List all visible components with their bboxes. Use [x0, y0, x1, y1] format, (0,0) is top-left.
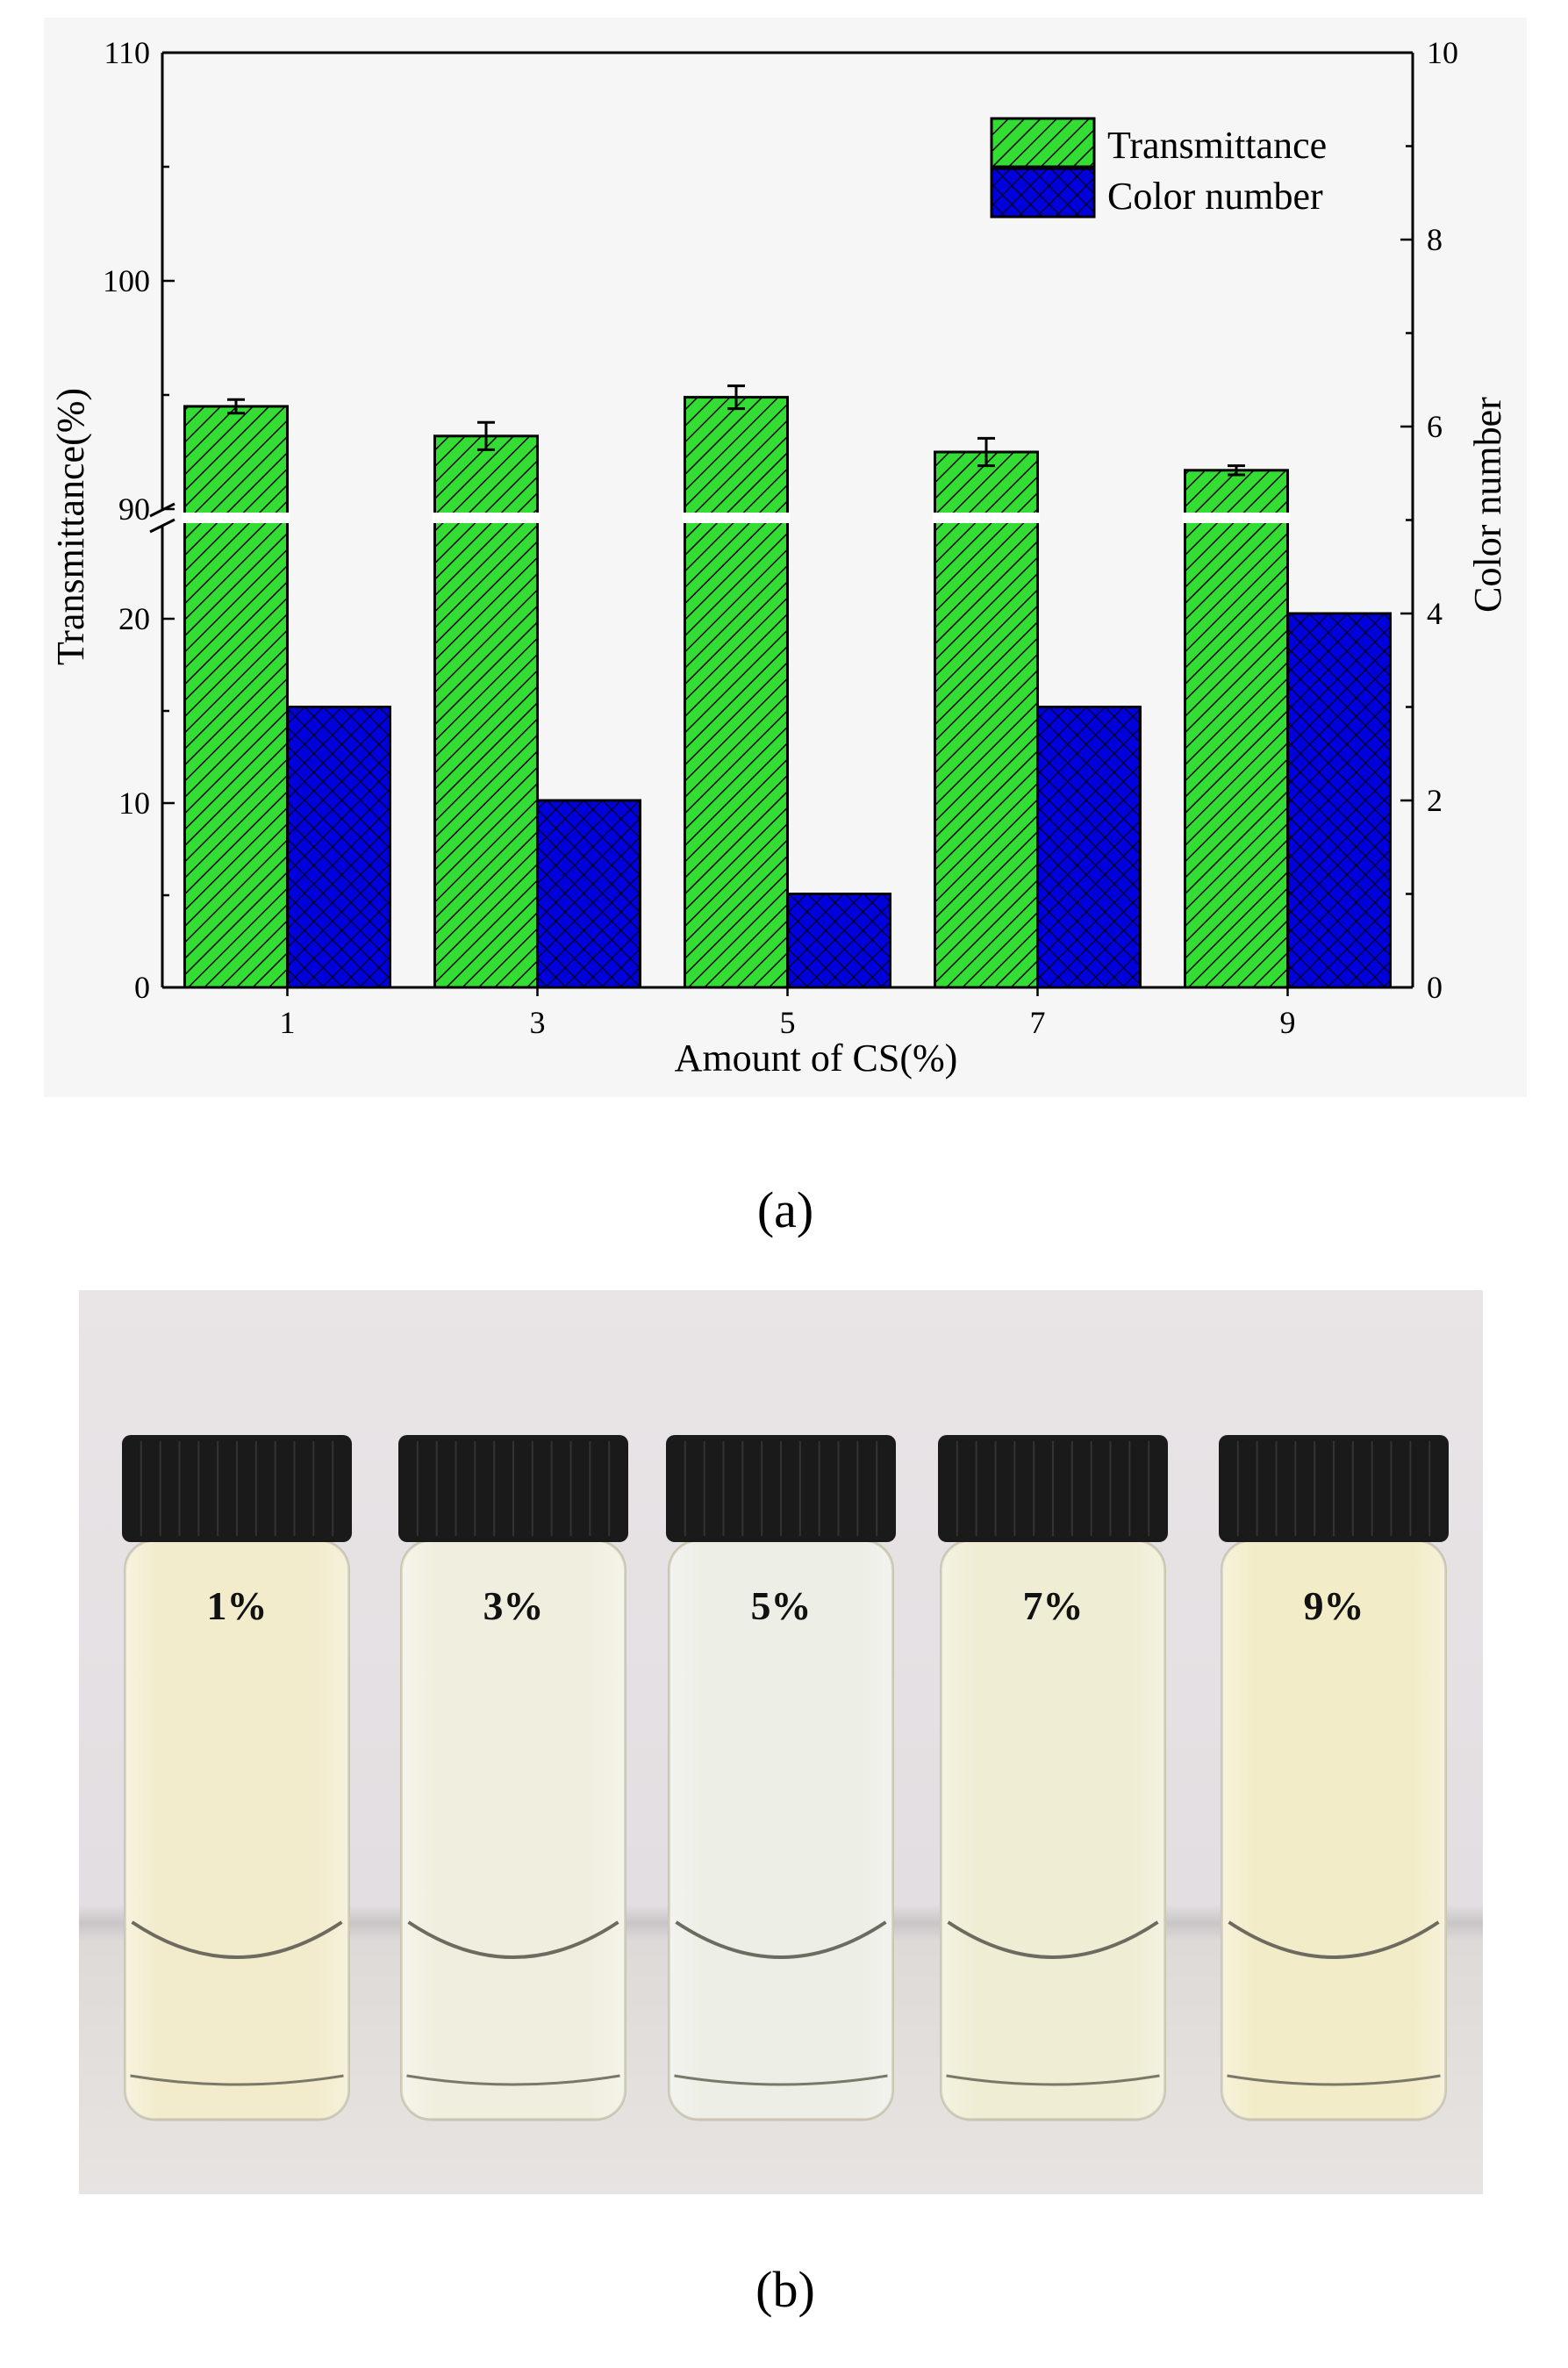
y-right-tick-label-0: 0 [1427, 970, 1443, 1005]
transmittance-bar-5 [684, 396, 789, 989]
y-left-tick-label-0: 0 [134, 970, 150, 1005]
transmittance-bar-9 [1184, 469, 1289, 989]
y-right-tick-label-6: 6 [1427, 409, 1443, 444]
vial-glass-highlight [125, 1540, 349, 2120]
vial-meniscus [947, 1920, 1159, 1959]
color-number-bar-7 [1036, 706, 1142, 989]
chart-panel: 1 3 5 7 9 0 10 20 90 100 110 0 2 4 6 8 10 Transmittance … [44, 18, 1527, 1097]
vial-2: 3% [398, 1435, 628, 2121]
y-right-tick-label-4: 4 [1427, 596, 1443, 631]
panel-label-a: (a) [756, 1181, 814, 1238]
y-right-tick-label-2: 2 [1427, 783, 1443, 818]
y-left-tick-label-20: 20 [118, 601, 150, 636]
y-right-tick-label-8: 8 [1427, 222, 1443, 257]
vial-bottom-line [674, 2074, 888, 2086]
y-left-tick-label-90: 90 [118, 492, 150, 527]
vial-glass-highlight [401, 1540, 626, 2120]
transmittance-bar-7 [934, 450, 1039, 989]
legend-label-transmittance: Transmittance [1107, 124, 1327, 167]
vial-glass-highlight [669, 1540, 893, 2120]
axis-break-gap-1 [182, 513, 290, 523]
x-tick-label-9: 9 [1280, 1005, 1296, 1040]
legend: Transmittance Color number [990, 117, 1327, 219]
vial-meniscus [131, 1920, 343, 1959]
x-tick-label-3: 3 [530, 1005, 546, 1040]
legend-swatch-color-number [990, 167, 1096, 219]
vial-glass-highlight [941, 1540, 1165, 2120]
vial-label-9%: 9% [1304, 1583, 1364, 1628]
vial-3: 5% [666, 1435, 896, 2121]
x-tick-label-7: 7 [1030, 1005, 1046, 1040]
vial-meniscus [1228, 1920, 1440, 1959]
vial-bottom-line [946, 2074, 1160, 2086]
y-left-axis-title: Transmittance(%) [49, 388, 92, 665]
vial-label-1%: 1% [207, 1583, 268, 1628]
axis-break-gap-7 [932, 513, 1041, 523]
y-right-axis-title: Color number [1466, 397, 1509, 613]
axis-break-gap-5 [682, 513, 791, 523]
axis-break-gap-3 [432, 513, 541, 523]
y-left-tick-label-10: 10 [118, 786, 150, 821]
y-right-tick-label-10: 10 [1427, 35, 1458, 70]
vial-label-7%: 7% [1023, 1583, 1084, 1628]
color-number-bar-5 [786, 893, 891, 989]
vial-meniscus [407, 1920, 619, 1959]
panel-label-b: (b) [755, 2261, 815, 2318]
vials-photo-illustration: 1% 3% 5% 7% 9% [79, 1290, 1483, 2194]
color-number-bar-9 [1286, 612, 1392, 989]
legend-swatch-transmittance [990, 117, 1096, 169]
y-left-tick-label-100: 100 [103, 263, 150, 298]
vial-1: 1% [122, 1435, 352, 2121]
vials-photo: 1% 3% 5% 7% 9% [79, 1290, 1483, 2194]
vial-bottom-line [406, 2074, 620, 2086]
axis-break-mark-lower [149, 518, 175, 534]
color-number-bar-1 [286, 706, 391, 989]
vial-label-3%: 3% [483, 1583, 544, 1628]
vial-glass-highlight [1221, 1540, 1446, 2120]
vials-layer: 1% 3% 5% 7% 9% [122, 1435, 1449, 2121]
vial-meniscus [675, 1920, 887, 1959]
bars-layer [182, 384, 1392, 989]
y-left-tick-label-110: 110 [104, 35, 150, 70]
vial-4: 7% [938, 1435, 1168, 2121]
x-tick-label-1: 1 [280, 1005, 296, 1040]
transmittance-bar-1 [183, 405, 289, 989]
axis-break-gap-9 [1182, 513, 1291, 523]
x-tick-label-5: 5 [780, 1005, 796, 1040]
vial-bottom-line [130, 2074, 344, 2086]
vial-bottom-line [1227, 2074, 1441, 2086]
legend-label-color-number: Color number [1107, 175, 1323, 218]
color-number-bar-3 [536, 799, 641, 989]
vial-label-5%: 5% [751, 1583, 812, 1628]
vial-5: 9% [1219, 1435, 1449, 2121]
x-axis-title: Amount of CS(%) [675, 1037, 958, 1080]
